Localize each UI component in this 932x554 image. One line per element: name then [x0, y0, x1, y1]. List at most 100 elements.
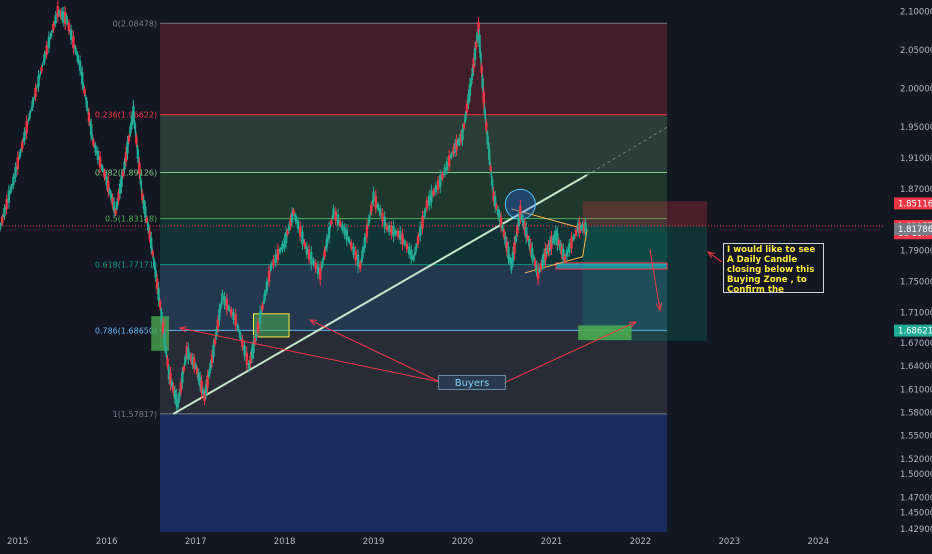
candle-body [523, 222, 526, 232]
candle-body [323, 249, 326, 257]
candle-body [522, 218, 525, 226]
target-zone [582, 226, 708, 341]
candle-body [31, 100, 34, 108]
candle-body [496, 209, 500, 216]
candle-body [471, 67, 474, 76]
candle-body [173, 390, 177, 400]
candle-body [519, 206, 522, 219]
candle-body [350, 242, 353, 249]
candle-body [1, 216, 4, 223]
candle-body [114, 210, 117, 215]
candle-body [452, 146, 455, 154]
candle-body [432, 190, 435, 196]
candle-body [489, 166, 492, 171]
candle-body [207, 371, 211, 377]
candle-body [152, 260, 156, 267]
candle-body [209, 362, 212, 370]
buyers-arrow-right-head [628, 321, 638, 328]
candle-body [553, 234, 556, 242]
candle-body [483, 109, 486, 115]
candle-body [341, 224, 344, 231]
candle-body [345, 229, 349, 241]
candle-body [139, 180, 143, 185]
candle-body [533, 260, 537, 267]
candle-body [96, 150, 100, 160]
candle-body [72, 36, 75, 49]
candle-body [250, 348, 254, 359]
candle-body [289, 218, 292, 227]
candle-body [213, 339, 217, 345]
y-tick-label: 1.67000 [900, 339, 932, 349]
candle-body [198, 376, 202, 387]
y-tick-label: 1.64000 [900, 362, 932, 372]
candle-body [218, 309, 221, 321]
x-tick-label: 2020 [452, 537, 474, 547]
candle-body [513, 242, 516, 255]
candle-body [67, 22, 71, 31]
y-tick-label: 1.58000 [900, 408, 932, 418]
buyers-arrow-left-head [178, 326, 187, 333]
candle-body [450, 153, 453, 158]
candle-body [43, 54, 46, 62]
candle-body [195, 368, 199, 375]
candle-body [551, 237, 555, 243]
candle-body [365, 225, 369, 238]
candle-body [473, 47, 477, 60]
candle-body [115, 201, 119, 208]
candle-body [421, 216, 424, 229]
candle-body [459, 133, 463, 142]
candle-body [310, 252, 313, 265]
candle-body [192, 358, 196, 369]
fib-zone [160, 172, 668, 219]
candle-body [560, 246, 564, 256]
candle-body [508, 257, 512, 263]
candle-body [234, 314, 237, 326]
candle-body [227, 306, 231, 311]
candle-body [565, 249, 569, 257]
candle-body [150, 237, 153, 249]
candle-body [28, 113, 31, 119]
candle-body [502, 230, 506, 237]
candle-body [270, 263, 273, 269]
candle-body [132, 105, 135, 118]
x-tick-label: 2019 [363, 537, 385, 547]
y-tick-label: 1.95000 [900, 123, 932, 133]
candle-body [267, 270, 271, 282]
candle-body [520, 214, 524, 220]
candle-body [476, 32, 479, 40]
x-tick-label: 2016 [96, 537, 118, 547]
candle-body [127, 136, 131, 142]
candle-body [172, 385, 175, 393]
price-label: 1.85116 [898, 199, 932, 209]
candle-body [216, 319, 220, 329]
candle-body [492, 192, 495, 202]
candle-body [474, 42, 478, 48]
candle-body [485, 122, 488, 130]
candle-body [167, 368, 171, 379]
candle-body [347, 238, 351, 243]
candle-body [584, 222, 587, 233]
candle-body [528, 239, 531, 247]
candle-body [49, 32, 53, 37]
candle-body [94, 145, 97, 153]
candle-body [249, 355, 252, 364]
candle-body [455, 139, 458, 151]
candle-body [434, 185, 438, 193]
candle-body [225, 299, 229, 311]
fib-level-label: 0.382(1.89126) [95, 169, 157, 178]
y-tick-label: 2.00000 [900, 85, 932, 95]
target-arrow-head [655, 303, 663, 312]
candle-body [312, 259, 315, 265]
candle-body [76, 54, 80, 62]
candle-body [559, 243, 562, 251]
candle-body [219, 303, 223, 308]
candle-body [103, 171, 106, 178]
candle-body [542, 253, 546, 264]
candle-body [482, 92, 485, 104]
candle-body [62, 11, 65, 22]
candle-body [109, 193, 113, 200]
candle-body [212, 344, 215, 357]
candle-body [367, 217, 371, 223]
candle-body [526, 235, 529, 240]
candle-body [545, 247, 549, 254]
